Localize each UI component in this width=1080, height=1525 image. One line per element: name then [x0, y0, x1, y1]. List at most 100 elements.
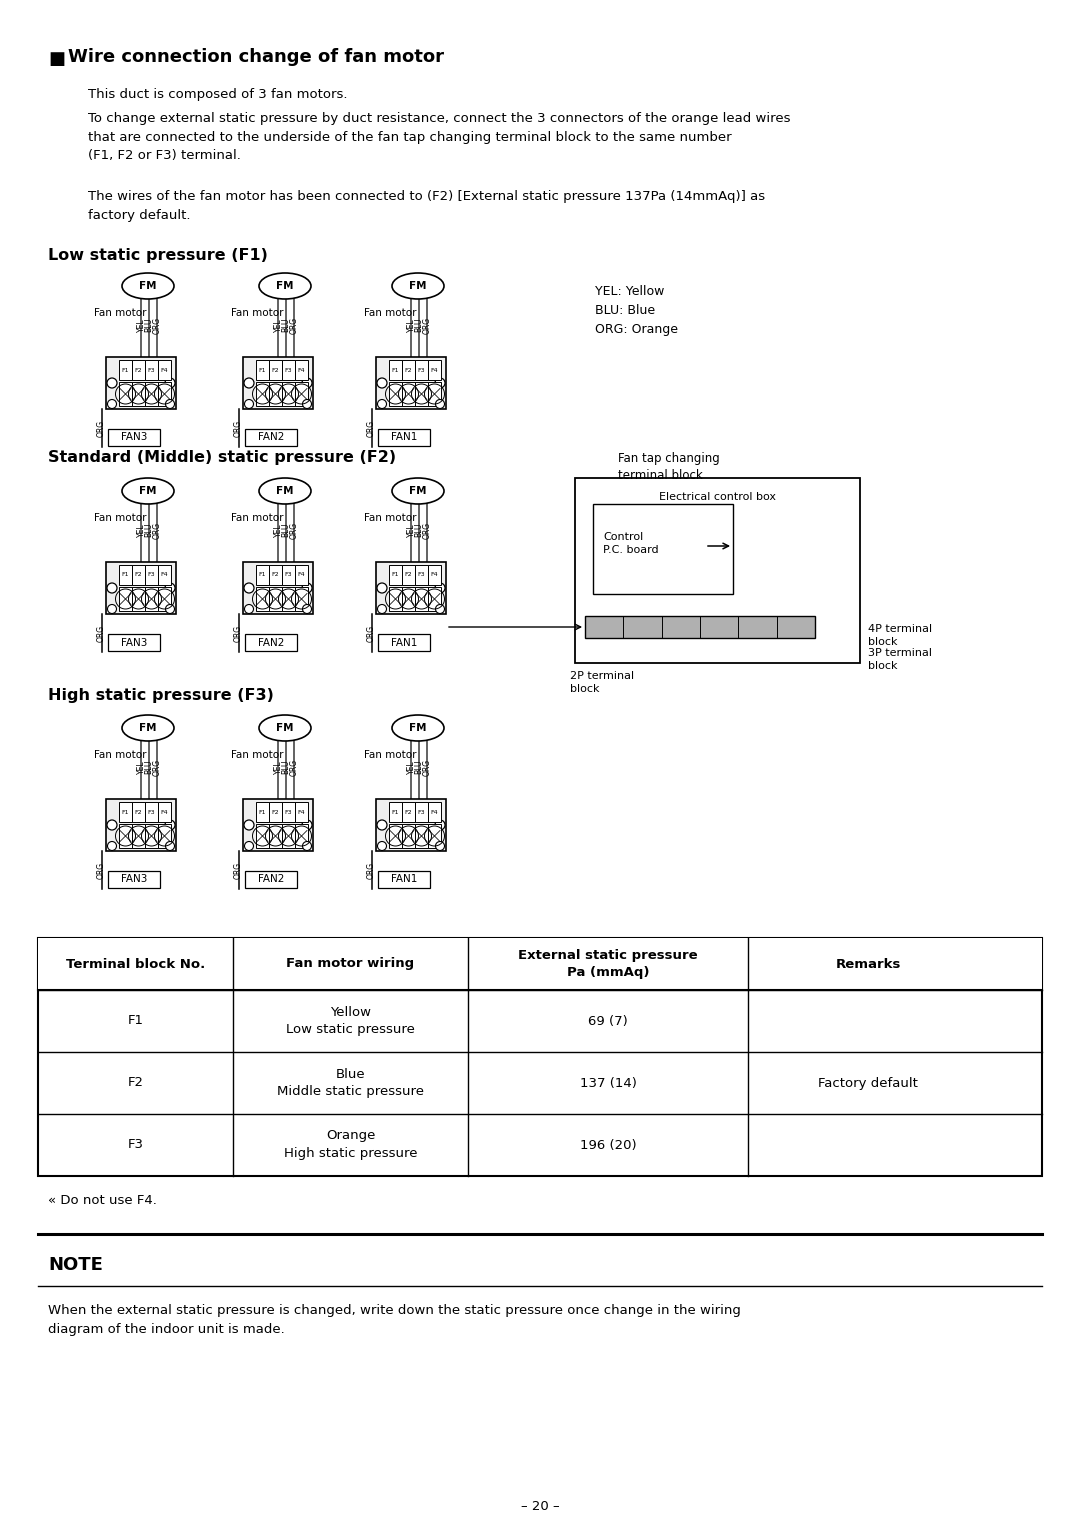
Circle shape [165, 842, 175, 851]
Text: F4: F4 [298, 810, 306, 814]
Text: FM: FM [409, 281, 427, 291]
Bar [295, 802, 308, 822]
Text: ORG: ORG [233, 419, 243, 436]
Circle shape [377, 820, 387, 830]
Bar [415, 802, 428, 822]
Bar [402, 802, 415, 822]
Circle shape [244, 400, 254, 409]
Text: 4P terminal
block: 4P terminal block [868, 624, 932, 647]
Text: ORG: ORG [366, 862, 376, 878]
Text: FAN2: FAN2 [258, 874, 284, 884]
Bar [119, 564, 132, 586]
Text: F2: F2 [135, 572, 143, 578]
Circle shape [378, 842, 387, 851]
Text: ORG: ORG [233, 624, 243, 642]
Bar [575, 477, 860, 663]
Text: F4: F4 [161, 368, 168, 372]
Bar [38, 938, 1042, 1176]
Bar [389, 564, 402, 586]
Bar [415, 564, 428, 586]
Text: F3: F3 [285, 810, 293, 814]
Circle shape [435, 378, 445, 387]
Text: ORG: ORG [152, 758, 162, 776]
Text: F3: F3 [148, 368, 156, 372]
Text: F4: F4 [431, 572, 438, 578]
Circle shape [244, 583, 254, 593]
Circle shape [302, 820, 312, 830]
Text: FM: FM [409, 723, 427, 734]
Bar [132, 802, 145, 822]
Bar [415, 381, 428, 406]
Text: Control
P.C. board: Control P.C. board [603, 532, 659, 555]
Text: F2: F2 [272, 810, 280, 814]
Text: 196 (20): 196 (20) [580, 1139, 636, 1151]
Circle shape [107, 820, 117, 830]
Text: F4: F4 [431, 810, 438, 814]
Text: F1: F1 [392, 368, 400, 372]
Bar [295, 824, 308, 848]
Bar [428, 381, 441, 406]
Text: BLU: BLU [282, 317, 291, 332]
Bar [593, 503, 733, 595]
Bar [256, 824, 269, 848]
Text: YEL: YEL [406, 319, 416, 332]
Text: F1: F1 [122, 810, 130, 814]
Bar [389, 824, 402, 848]
Ellipse shape [259, 273, 311, 299]
Bar [389, 587, 402, 612]
Bar [256, 564, 269, 586]
Text: 3P terminal
block: 3P terminal block [868, 648, 932, 671]
Bar [402, 564, 415, 586]
Bar [256, 802, 269, 822]
Bar [269, 802, 282, 822]
Text: YEL: YEL [136, 523, 146, 537]
Text: Fan motor: Fan motor [364, 308, 416, 319]
Text: YEL: YEL [136, 761, 146, 773]
Bar [376, 799, 446, 851]
Text: F2: F2 [127, 1077, 144, 1089]
Text: F2: F2 [272, 572, 280, 578]
Bar [132, 564, 145, 586]
Text: FM: FM [276, 486, 294, 496]
Bar [295, 587, 308, 612]
Bar [119, 381, 132, 406]
Bar [256, 587, 269, 612]
Text: F3: F3 [148, 810, 156, 814]
Circle shape [435, 820, 445, 830]
Text: When the external static pressure is changed, write down the static pressure onc: When the external static pressure is cha… [48, 1304, 741, 1336]
Bar [119, 587, 132, 612]
Text: YEL: YEL [273, 523, 283, 537]
Text: F1: F1 [259, 572, 267, 578]
Text: FM: FM [409, 486, 427, 496]
Bar [158, 564, 171, 586]
Circle shape [165, 400, 175, 409]
Bar [158, 587, 171, 612]
Bar [402, 824, 415, 848]
Bar [158, 802, 171, 822]
Text: F3: F3 [127, 1139, 144, 1151]
Text: YEL: YEL [406, 523, 416, 537]
Text: Fan tap changing
terminal block: Fan tap changing terminal block [618, 451, 719, 482]
Bar [132, 381, 145, 406]
Bar [415, 824, 428, 848]
Bar [145, 587, 158, 612]
Bar [282, 587, 295, 612]
Text: F3: F3 [285, 572, 293, 578]
Text: 69 (7): 69 (7) [589, 1014, 627, 1028]
Text: FAN3: FAN3 [121, 874, 147, 884]
Text: ORG: ORG [96, 862, 106, 878]
Text: F3: F3 [418, 572, 426, 578]
Text: Fan motor: Fan motor [364, 512, 416, 523]
Bar [428, 802, 441, 822]
Bar [145, 802, 158, 822]
Bar [245, 429, 297, 445]
Text: F1: F1 [392, 810, 400, 814]
Bar [402, 381, 415, 406]
Bar [119, 824, 132, 848]
Bar [269, 824, 282, 848]
Text: F2: F2 [272, 368, 280, 372]
Bar [145, 360, 158, 380]
Text: 2P terminal
block: 2P terminal block [570, 671, 634, 694]
Text: Terminal block No.: Terminal block No. [66, 958, 205, 970]
Text: F4: F4 [161, 810, 168, 814]
